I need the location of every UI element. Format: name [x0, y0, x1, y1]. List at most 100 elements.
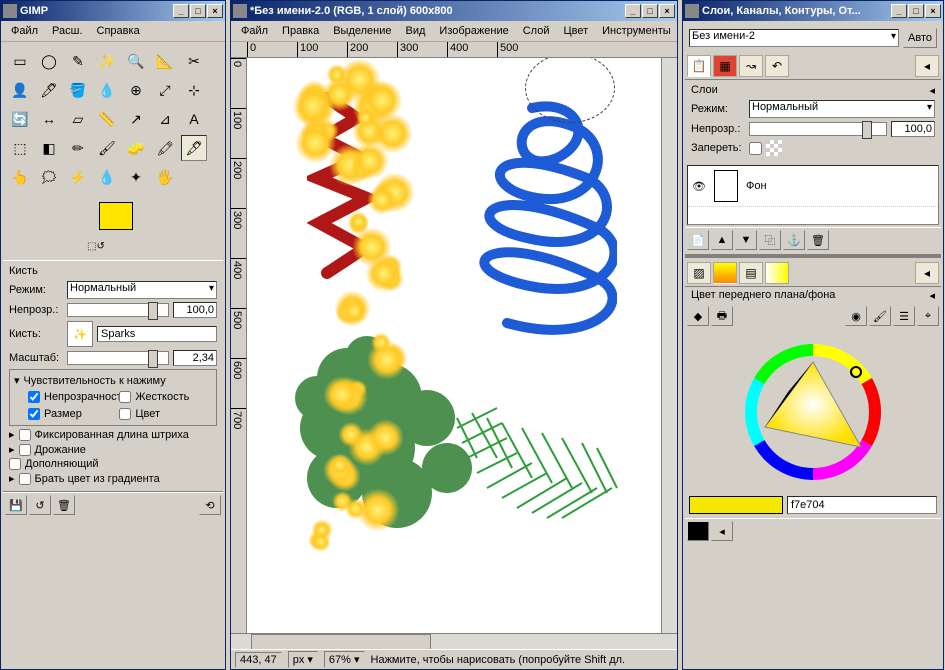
toolbox-titlebar[interactable]: GIMP _ □ ×	[1, 1, 225, 21]
image-select[interactable]: Без имени-2	[689, 29, 899, 47]
tool-button[interactable]: ◧	[36, 135, 62, 161]
tool-button[interactable]: ⊿	[152, 106, 178, 132]
menu-item[interactable]: Слой	[517, 23, 556, 39]
chk-additive[interactable]	[9, 458, 21, 470]
layer-thumbnail[interactable]	[714, 170, 738, 202]
tool-button[interactable]: ✂	[181, 48, 207, 74]
tab-paths-icon[interactable]: ↝	[739, 55, 763, 77]
tool-button[interactable]: 📐	[152, 48, 178, 74]
menu-item[interactable]: Выделение	[327, 23, 397, 39]
tool-button[interactable]: ↔	[36, 106, 62, 132]
layer-list[interactable]: 👁 Фон	[687, 165, 939, 225]
close-button[interactable]: ×	[925, 4, 941, 18]
menu-item[interactable]: Инструменты	[596, 23, 677, 39]
new-layer-button[interactable]: 📄	[687, 230, 709, 250]
auto-button[interactable]: Авто	[903, 28, 937, 48]
tool-button[interactable]: 💧	[94, 77, 120, 103]
tool-button[interactable]: ⚡	[65, 164, 91, 190]
chk-color[interactable]	[119, 408, 131, 420]
layer-mode-select[interactable]: Нормальный	[749, 100, 935, 118]
tool-button[interactable]: ⤢	[152, 77, 178, 103]
layer-row[interactable]: 👁 Фон	[688, 166, 938, 207]
maximize-button[interactable]: □	[908, 4, 924, 18]
menu-ext[interactable]: Расш.	[46, 23, 88, 39]
tool-button[interactable]: 📏	[94, 106, 120, 132]
layers-titlebar[interactable]: Слои, Каналы, Контуры, От... _ □ ×	[683, 1, 943, 21]
delete-options-button[interactable]: 🗑	[53, 495, 75, 515]
tool-button[interactable]: ▱	[65, 106, 91, 132]
lower-layer-button[interactable]: ▼	[735, 230, 757, 250]
anchor-layer-button[interactable]: ⚓	[783, 230, 805, 250]
menu-item[interactable]: Файл	[235, 23, 274, 39]
tool-button[interactable]: ↗	[123, 106, 149, 132]
colortab-gimp-icon[interactable]: ◆	[687, 306, 709, 326]
scale-input[interactable]	[173, 350, 217, 366]
tool-button[interactable]: ⬚	[7, 135, 33, 161]
tool-button[interactable]: ✏	[65, 135, 91, 161]
tab-channels-icon[interactable]: ▦	[713, 55, 737, 77]
tab-arrow-icon[interactable]: ◂	[929, 84, 935, 97]
layer-name[interactable]: Фон	[746, 180, 767, 192]
vertical-scrollbar[interactable]	[661, 58, 677, 633]
chk-fixed-len[interactable]	[19, 429, 31, 441]
menu-help[interactable]: Справка	[91, 23, 146, 39]
pressure-title[interactable]: Чувствительность к нажиму	[24, 375, 166, 387]
tool-button[interactable]: 🔄	[7, 106, 33, 132]
raise-layer-button[interactable]: ▲	[711, 230, 733, 250]
minimize-button[interactable]: _	[625, 4, 641, 18]
color-wheel[interactable]	[728, 332, 898, 492]
tab-arrow2-icon[interactable]: ◂	[929, 289, 935, 302]
minimize-button[interactable]: _	[173, 4, 189, 18]
tab-undo-icon[interactable]: ↶	[765, 55, 789, 77]
colortab-picker-icon[interactable]: ⌖	[917, 306, 939, 326]
tab-gradients-icon[interactable]	[765, 262, 789, 284]
save-options-button[interactable]: 💾	[5, 495, 27, 515]
tab-patterns-icon[interactable]: ▤	[739, 262, 763, 284]
tool-button[interactable]: 🧽	[123, 135, 149, 161]
current-color-swatch[interactable]	[689, 496, 783, 514]
hex-input[interactable]	[787, 496, 937, 514]
fg-color-swatch[interactable]	[99, 202, 133, 230]
lock-alpha-icon[interactable]	[766, 140, 782, 156]
tool-button[interactable]: A	[181, 106, 207, 132]
close-button[interactable]: ×	[207, 4, 223, 18]
tab-menu2-icon[interactable]: ◂	[915, 262, 939, 284]
tool-button[interactable]: ⊕	[123, 77, 149, 103]
canvas-titlebar[interactable]: *Без имени-2.0 (RGB, 1 слой) 600x800 _ □…	[231, 1, 677, 21]
mode-select[interactable]: Нормальный	[67, 281, 217, 299]
menu-item[interactable]: Цвет	[557, 23, 594, 39]
chk-grad[interactable]	[19, 473, 31, 485]
maximize-button[interactable]: □	[642, 4, 658, 18]
maximize-button[interactable]: □	[190, 4, 206, 18]
reset-all-button[interactable]: ⟲	[199, 495, 221, 515]
tool-button[interactable]: 💧	[94, 164, 120, 190]
layer-opacity-slider[interactable]	[749, 122, 887, 136]
colortab-sliders-icon[interactable]: ☰	[893, 306, 915, 326]
chk-jitter[interactable]	[19, 444, 31, 456]
tab-brushes-icon[interactable]: ▨	[687, 262, 711, 284]
color-add-button[interactable]: ◂	[711, 521, 733, 541]
duplicate-layer-button[interactable]: ⿻	[759, 230, 781, 250]
colortab-brush-icon[interactable]: 🖌	[869, 306, 891, 326]
tool-button[interactable]: ◯	[36, 48, 62, 74]
status-unit[interactable]: px ▾	[288, 651, 318, 668]
menu-item[interactable]: Вид	[400, 23, 432, 39]
tool-button[interactable]: ▭	[7, 48, 33, 74]
chk-hardness[interactable]	[119, 391, 131, 403]
lock-pixels-chk[interactable]	[749, 142, 762, 155]
color-history-1[interactable]	[687, 521, 709, 541]
menu-item[interactable]: Изображение	[433, 23, 514, 39]
colortab-print-icon[interactable]: 🖶	[711, 306, 733, 326]
brush-preview[interactable]: ✨	[67, 321, 93, 347]
tool-button[interactable]: 🖋	[181, 135, 207, 161]
tool-button[interactable]: 🖌	[94, 135, 120, 161]
visibility-icon[interactable]: 👁	[692, 180, 706, 193]
tool-button[interactable]: ✎	[65, 48, 91, 74]
tool-button[interactable]: 🪣	[65, 77, 91, 103]
close-button[interactable]: ×	[659, 4, 675, 18]
menu-file[interactable]: Файл	[5, 23, 44, 39]
tool-button[interactable]: ⊹	[181, 77, 207, 103]
tool-button[interactable]: 🖊	[36, 77, 62, 103]
swap-colors-icon[interactable]: ⬚↺	[87, 241, 105, 252]
delete-layer-button[interactable]: 🗑	[807, 230, 829, 250]
